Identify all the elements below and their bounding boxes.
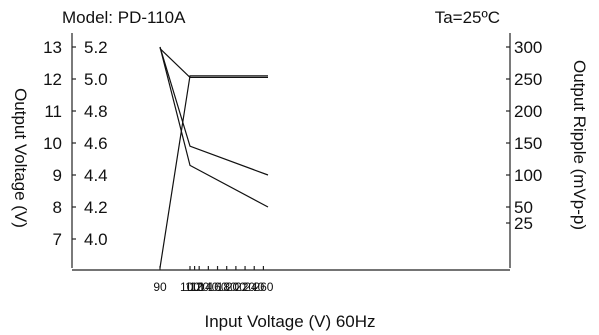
tick-labels: 13 12 11 10 9 8 7 5.2 5.0 4.8 4.6 4.4 4.2 4.0 300 250 20…	[43, 38, 542, 294]
series-line-1	[159, 48, 268, 79]
right-tick-label: 250	[514, 70, 542, 89]
series-lines	[159, 46, 269, 268]
x-tick-label: 240	[244, 280, 264, 294]
right-tick-label: 50	[514, 198, 533, 217]
x-tick-label: 100	[180, 280, 200, 294]
left-outer-tick-label: 9	[53, 166, 62, 185]
left-outer-tick-label: 7	[53, 230, 62, 249]
left-inner-tick-label: 4.8	[84, 102, 108, 121]
x-tick-label: 160	[208, 280, 228, 294]
left-inner-tick-label: 5.0	[84, 70, 108, 89]
x-axis-title: Input Voltage (V) 60Hz	[204, 312, 375, 331]
x-tick-label: 110	[185, 280, 204, 294]
right-tick-label: 150	[514, 134, 542, 153]
left-inner-tick-label: 4.2	[84, 198, 108, 217]
axes	[71, 33, 511, 271]
series-line-3	[159, 46, 269, 176]
left-inner-tick-label: 4.6	[84, 134, 108, 153]
x-tick-label: 200	[226, 280, 246, 294]
x-tick-label: 140	[198, 280, 218, 294]
series-line-2	[159, 75, 268, 268]
left-inner-tick-label: 4.4	[84, 166, 108, 185]
right-axis-title: Output Ripple (mVp-p)	[570, 60, 589, 230]
series-line-4	[159, 46, 269, 208]
right-tick-label: 100	[514, 166, 542, 185]
left-inner-tick-label: 5.2	[84, 38, 108, 57]
model-label: Model: PD-110A	[62, 8, 186, 27]
left-outer-tick-label: 12	[43, 70, 62, 89]
x-tick-label: 220	[235, 280, 255, 294]
right-tick-label: 200	[514, 102, 542, 121]
x-tick-label: 180	[217, 280, 237, 294]
x-tick-label: 120	[189, 280, 209, 294]
right-tick-label: 25	[514, 214, 533, 233]
left-outer-tick-label: 11	[44, 102, 62, 121]
right-tick-label: 300	[514, 38, 542, 57]
left-inner-tick-label: 4.0	[84, 230, 108, 249]
left-outer-tick-label: 10	[43, 134, 62, 153]
left-axis-title: Output Voltage (V)	[11, 88, 30, 228]
x-tick-label: 90	[153, 280, 167, 294]
x-tick-label: 260	[253, 280, 273, 294]
left-outer-tick-label: 13	[43, 38, 62, 57]
left-outer-tick-label: 8	[53, 198, 62, 217]
ambient-label: Ta=25ºC	[435, 8, 500, 27]
